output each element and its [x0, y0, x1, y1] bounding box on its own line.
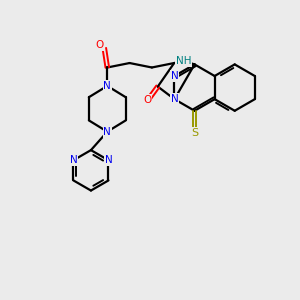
Text: O: O [143, 94, 152, 104]
Text: N: N [70, 155, 77, 165]
Text: N: N [103, 127, 111, 137]
Text: N: N [171, 71, 178, 81]
Text: N: N [171, 94, 178, 104]
Text: O: O [96, 40, 104, 50]
Text: NH: NH [176, 56, 191, 66]
Text: N: N [105, 155, 112, 165]
Text: N: N [103, 81, 111, 91]
Text: S: S [191, 128, 198, 138]
